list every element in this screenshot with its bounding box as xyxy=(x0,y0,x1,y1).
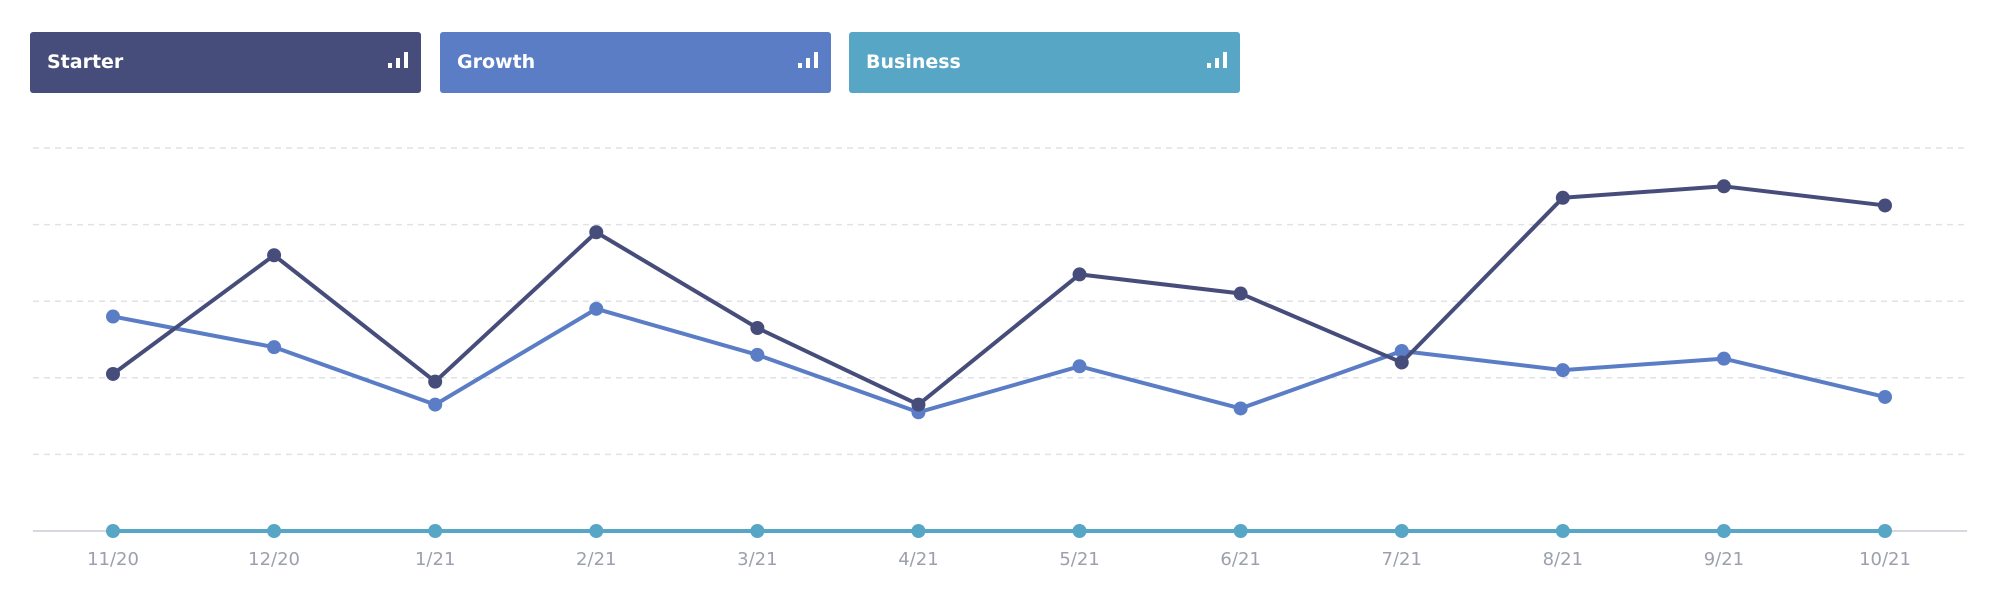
x-axis-tick-labels: 11/20 12/20 1/21 2/21 3/21 4/21 5/21 6/21 7/21 8/… xyxy=(87,549,1911,570)
legend-item-business[interactable]: Business xyxy=(849,32,1240,93)
data-point-growth xyxy=(750,347,765,362)
data-point-growth xyxy=(1233,401,1248,416)
data-point-starter xyxy=(589,225,604,240)
data-point-starter xyxy=(106,366,120,381)
series-starter xyxy=(106,179,1892,412)
data-point-business xyxy=(911,524,926,538)
data-point-growth xyxy=(1878,389,1892,404)
grid-lines xyxy=(33,147,1967,456)
data-point-starter xyxy=(750,321,765,336)
x-tick-label: 11/20 xyxy=(87,549,139,570)
bar-chart-icon xyxy=(388,52,410,68)
x-tick-label: 3/21 xyxy=(737,549,777,570)
data-point-starter xyxy=(1555,190,1570,205)
data-point-business xyxy=(1878,524,1892,538)
data-point-business xyxy=(750,524,765,538)
x-tick-label: 7/21 xyxy=(1382,549,1422,570)
data-point-growth xyxy=(428,397,443,412)
data-point-starter xyxy=(1716,179,1731,194)
legend-item-growth[interactable]: Growth xyxy=(440,32,831,93)
x-tick-label: 1/21 xyxy=(415,549,455,570)
data-point-business xyxy=(267,524,282,538)
x-tick-label: 10/21 xyxy=(1859,549,1911,570)
data-point-business xyxy=(428,524,443,538)
data-point-growth xyxy=(267,340,282,355)
data-point-business xyxy=(589,524,604,538)
series-business xyxy=(106,524,1892,538)
data-point-starter xyxy=(1072,267,1087,282)
legend-label-growth: Growth xyxy=(457,51,536,73)
x-tick-label: 6/21 xyxy=(1220,549,1260,570)
x-tick-label: 5/21 xyxy=(1059,549,1099,570)
x-tick-label: 4/21 xyxy=(898,549,938,570)
legend-label-starter: Starter xyxy=(47,51,124,73)
data-point-starter xyxy=(1394,355,1409,370)
legend-item-starter[interactable]: Starter xyxy=(30,32,421,93)
x-tick-label: 12/20 xyxy=(248,549,300,570)
data-point-growth xyxy=(1072,359,1087,374)
data-point-business xyxy=(106,524,120,538)
x-tick-label: 2/21 xyxy=(576,549,616,570)
data-point-business xyxy=(1555,524,1570,538)
data-point-business xyxy=(1233,524,1248,538)
x-tick-label: 8/21 xyxy=(1543,549,1583,570)
data-point-growth xyxy=(106,309,120,324)
bar-chart-icon xyxy=(1207,52,1229,68)
x-tick-label: 9/21 xyxy=(1704,549,1744,570)
series-line-starter xyxy=(111,184,1887,407)
data-point-starter xyxy=(911,397,926,412)
series-growth xyxy=(106,301,1892,420)
data-point-business xyxy=(1716,524,1731,538)
data-point-business xyxy=(1394,524,1409,538)
series-layer xyxy=(106,179,1892,538)
data-point-growth xyxy=(589,301,604,316)
data-point-starter xyxy=(1878,198,1892,213)
data-point-business xyxy=(1072,524,1087,538)
bar-chart-icon xyxy=(798,52,820,68)
data-point-growth xyxy=(1394,343,1409,358)
data-point-starter xyxy=(1233,286,1248,301)
data-point-growth xyxy=(1716,351,1731,366)
data-point-growth xyxy=(1555,363,1570,378)
data-point-starter xyxy=(267,248,282,263)
legend-label-business: Business xyxy=(866,51,961,73)
data-point-starter xyxy=(428,374,443,389)
series-line-growth xyxy=(111,306,1887,415)
